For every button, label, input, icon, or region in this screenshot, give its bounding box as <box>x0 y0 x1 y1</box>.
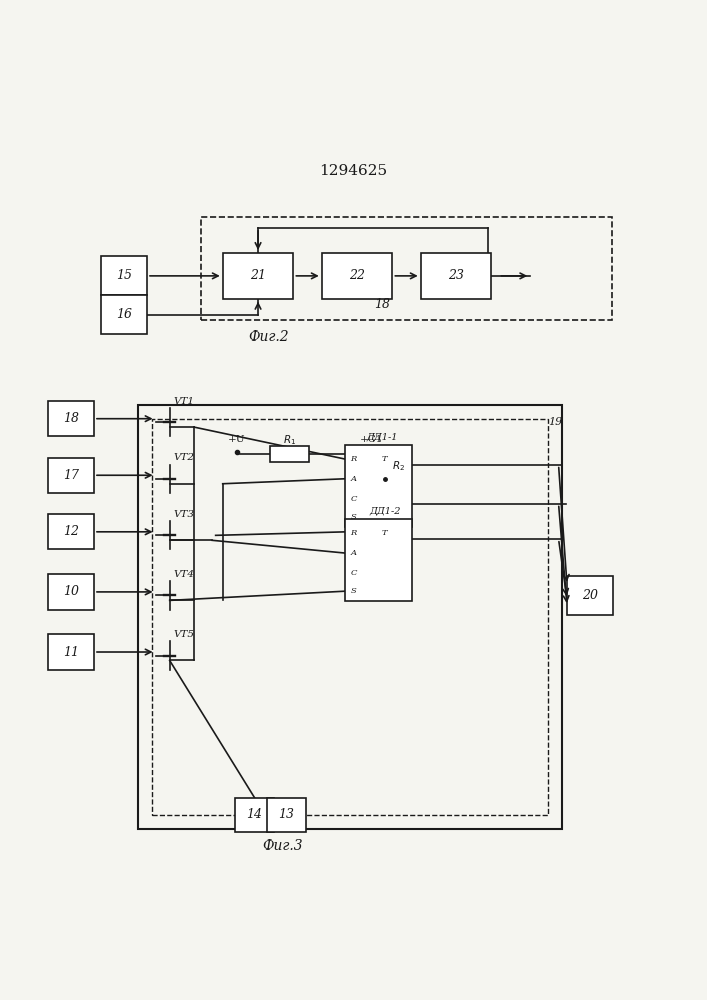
Text: VT4: VT4 <box>173 570 194 579</box>
Bar <box>152 419 548 815</box>
Bar <box>47 634 93 670</box>
Text: T: T <box>382 455 387 463</box>
Text: $R_2$: $R_2$ <box>392 459 405 473</box>
Bar <box>223 253 293 299</box>
Text: C: C <box>351 495 357 503</box>
Text: 18: 18 <box>374 298 390 311</box>
Bar <box>345 519 411 601</box>
Text: A: A <box>351 475 356 483</box>
Bar <box>47 514 93 549</box>
Bar <box>47 574 93 610</box>
Bar <box>345 445 411 527</box>
Text: Фиг.3: Фиг.3 <box>262 839 303 853</box>
Bar <box>421 253 491 299</box>
Text: A: A <box>351 549 356 557</box>
Text: Фиг.2: Фиг.2 <box>248 330 289 344</box>
Text: 18: 18 <box>63 412 78 425</box>
Text: VT1: VT1 <box>173 397 194 406</box>
Text: 15: 15 <box>116 269 132 282</box>
Text: VT2: VT2 <box>173 453 194 462</box>
Text: 13: 13 <box>279 808 294 821</box>
Bar <box>201 217 612 320</box>
Bar <box>138 405 562 829</box>
Text: 20: 20 <box>583 589 598 602</box>
Text: R: R <box>351 529 356 537</box>
Text: 22: 22 <box>349 269 365 282</box>
Text: 21: 21 <box>250 269 266 282</box>
Text: 11: 11 <box>63 646 78 659</box>
Text: 1294625: 1294625 <box>320 164 387 178</box>
Text: 10: 10 <box>63 585 78 598</box>
Bar <box>47 401 93 436</box>
Text: S: S <box>351 513 356 521</box>
Text: R: R <box>351 455 356 463</box>
Bar <box>100 295 146 334</box>
Bar <box>47 458 93 493</box>
Text: $R_1$: $R_1$ <box>284 433 296 447</box>
Bar <box>267 798 305 832</box>
Text: ДД1-1: ДД1-1 <box>366 432 397 441</box>
Text: C: C <box>351 569 357 577</box>
Text: 19: 19 <box>548 417 562 427</box>
Text: ДД1-2: ДД1-2 <box>370 506 401 515</box>
Text: VT5: VT5 <box>173 630 194 639</box>
Bar <box>270 446 309 462</box>
Text: 23: 23 <box>448 269 464 282</box>
Text: S: S <box>351 587 356 595</box>
Text: VT3: VT3 <box>173 510 194 519</box>
Text: T: T <box>382 529 387 537</box>
Bar <box>235 798 274 832</box>
Text: 17: 17 <box>63 469 78 482</box>
Bar <box>100 256 146 295</box>
Bar <box>567 576 613 615</box>
Bar <box>322 253 392 299</box>
Text: 12: 12 <box>63 525 78 538</box>
Text: +U: +U <box>228 435 245 444</box>
Text: 14: 14 <box>247 808 262 821</box>
Text: 16: 16 <box>116 308 132 321</box>
Text: +C1: +C1 <box>359 435 383 444</box>
